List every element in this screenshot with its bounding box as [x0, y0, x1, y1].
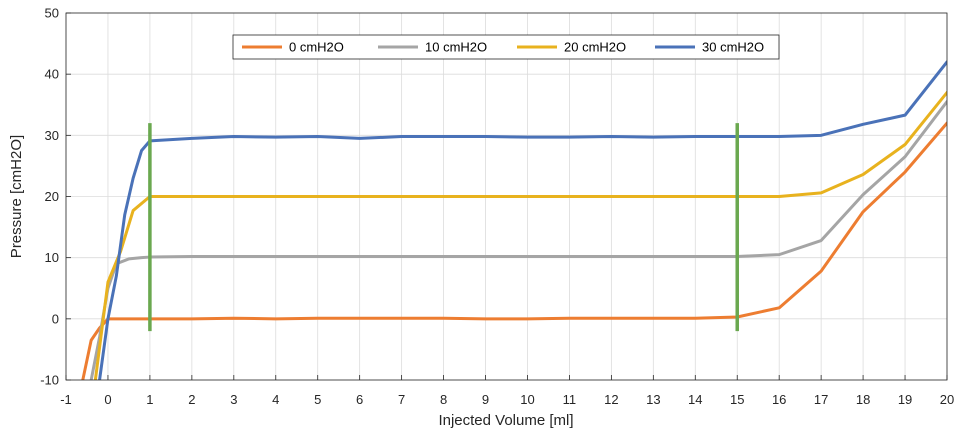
x-tick-label: 2 [188, 392, 195, 407]
x-axis-label: Injected Volume [ml] [438, 412, 573, 429]
x-tick-label: 11 [563, 392, 577, 407]
legend-item: 20 cmH2O [517, 40, 626, 55]
x-tick-label: 13 [646, 392, 660, 407]
x-tick-label: 14 [688, 392, 702, 407]
legend-label: 0 cmH2O [289, 40, 344, 55]
y-tick-label: 30 [45, 128, 59, 143]
x-tick-label: 0 [104, 392, 111, 407]
x-tick-label: 19 [898, 392, 912, 407]
legend-item: 0 cmH2O [242, 40, 344, 55]
y-tick-label: 40 [45, 67, 59, 82]
y-tick-label: 20 [45, 189, 59, 204]
x-tick-label: 6 [356, 392, 363, 407]
y-tick-label: -10 [40, 373, 59, 388]
tick-marks [65, 12, 948, 381]
series-line-0 [81, 121, 947, 380]
x-tick-label: 1 [146, 392, 153, 407]
y-axis-label: Pressure [cmH2O] [8, 135, 25, 258]
series-lines [81, 60, 947, 380]
x-tick-label: 3 [230, 392, 237, 407]
y-tick-label: 0 [52, 311, 59, 326]
legend-label: 30 cmH2O [702, 40, 764, 55]
y-tick-label: 50 [45, 6, 59, 21]
marker-lines [148, 123, 739, 332]
x-tick-label: 18 [856, 392, 870, 407]
x-tick-label: 12 [604, 392, 618, 407]
y-tick-label: 10 [45, 250, 59, 265]
series-line-2 [93, 91, 947, 380]
x-tick-label: 7 [398, 392, 405, 407]
x-tick-label: 8 [440, 392, 447, 407]
x-tick-label: 15 [730, 392, 744, 407]
legend-item: 10 cmH2O [378, 40, 487, 55]
x-tick-label: 5 [314, 392, 321, 407]
x-tick-label: -1 [60, 392, 72, 407]
series-line-3 [98, 60, 947, 380]
legend-item: 30 cmH2O [655, 40, 764, 55]
x-tick-label: 17 [814, 392, 828, 407]
legend-label: 20 cmH2O [564, 40, 626, 55]
y-tick-labels: -10 0 10 20 30 40 50 [40, 6, 59, 388]
series-line-1 [89, 100, 947, 380]
x-tick-label: 4 [272, 392, 279, 407]
x-tick-label: 9 [482, 392, 489, 407]
legend-label: 10 cmH2O [425, 40, 487, 55]
x-tick-labels: -1 0 1 2 3 4 5 6 7 8 9 10 11 12 13 14 15 16 17 18 19 20 [60, 392, 954, 407]
x-tick-label: 16 [772, 392, 786, 407]
legend: 0 cmH2O 10 cmH2O 20 cmH2O 30 cmH2O [232, 34, 780, 60]
x-tick-label: 10 [520, 392, 534, 407]
x-tick-label: 20 [940, 392, 954, 407]
